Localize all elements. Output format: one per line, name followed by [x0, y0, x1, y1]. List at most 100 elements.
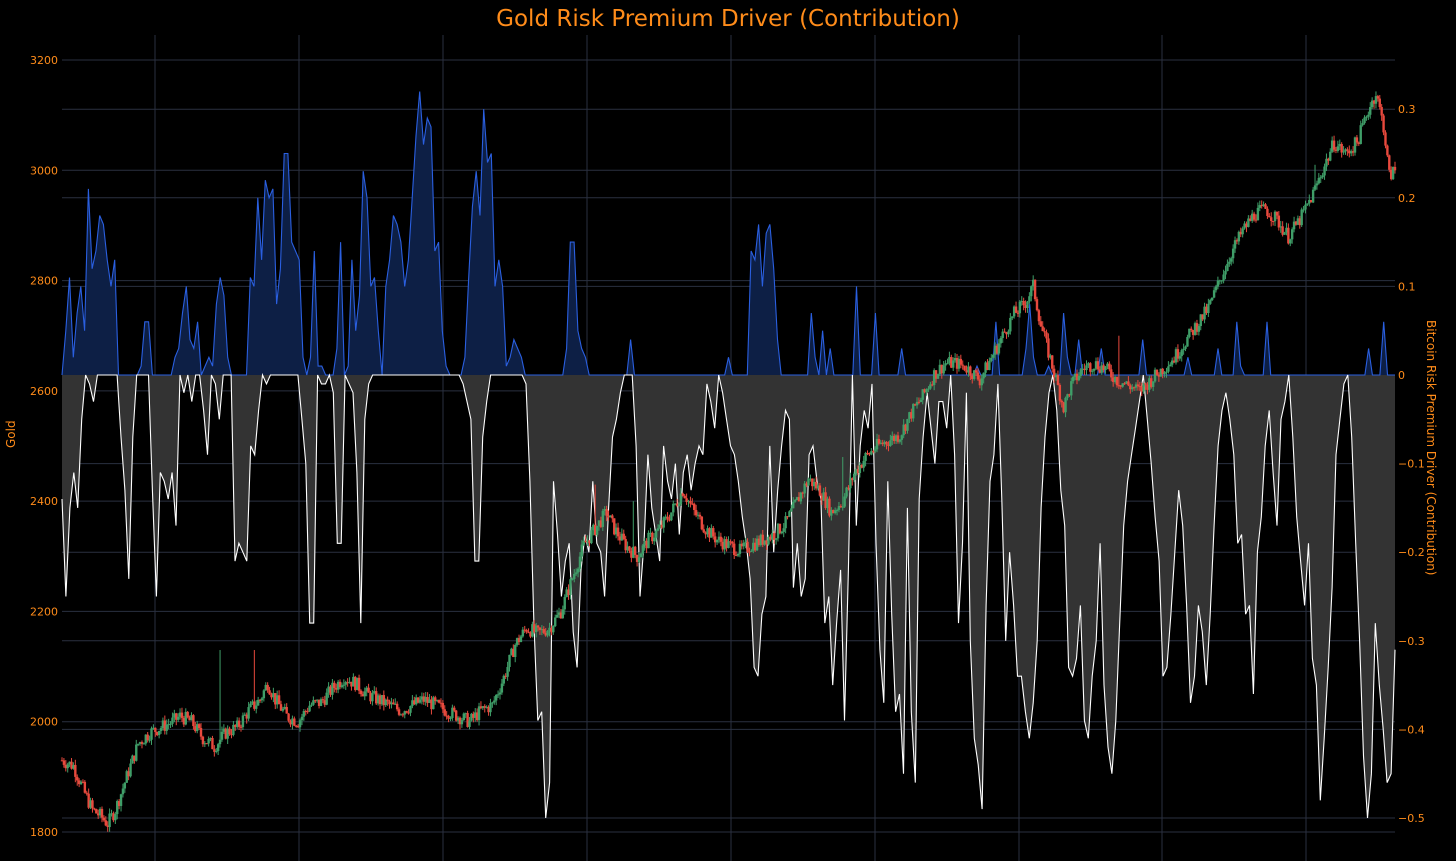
candle-body: [1085, 365, 1088, 371]
candle-body: [1182, 348, 1185, 351]
candle-body: [226, 728, 229, 739]
candle-body: [841, 506, 844, 508]
candle-body: [651, 532, 654, 542]
candle-body: [738, 543, 742, 554]
candle-body: [293, 718, 296, 726]
candle-body: [673, 503, 677, 505]
candle-body: [1005, 332, 1008, 335]
candle-body: [647, 532, 650, 549]
candle-body: [1389, 169, 1393, 180]
candle-body: [828, 498, 831, 516]
candle-body: [656, 528, 660, 531]
candle-body: [1150, 378, 1153, 387]
candle-body: [552, 626, 555, 633]
candle-body: [1336, 146, 1340, 151]
candle-body: [367, 687, 370, 693]
candle-body: [936, 374, 940, 379]
candle-body: [1191, 330, 1195, 335]
candle-body: [384, 699, 387, 706]
candle-body: [504, 675, 507, 677]
candle-body: [885, 441, 888, 445]
candle-body: [1207, 303, 1210, 313]
candle-body: [761, 534, 764, 545]
candle-body: [1159, 368, 1162, 377]
candle-body: [1321, 175, 1324, 178]
candle-body: [1344, 149, 1347, 152]
candle-body: [624, 539, 627, 551]
candle-body: [306, 711, 309, 713]
candle-body: [925, 389, 928, 393]
candle-body: [394, 703, 397, 705]
y-left-tick-label: 2400: [30, 495, 58, 508]
candle-body: [466, 713, 469, 727]
candle-body: [1372, 100, 1376, 104]
candle-body: [748, 551, 751, 553]
candle-body: [447, 715, 450, 719]
candle-body: [1184, 346, 1187, 349]
candle-body: [641, 545, 645, 554]
candle-body: [681, 493, 684, 496]
candle-body: [201, 736, 205, 745]
candle-body: [1047, 338, 1050, 358]
candle-body: [628, 546, 631, 551]
candle-body: [157, 730, 161, 736]
candle-body: [1386, 145, 1389, 156]
candle-body: [76, 776, 79, 781]
candle-body: [932, 370, 936, 386]
candle-body: [660, 524, 664, 528]
candle-body: [605, 509, 608, 516]
candle-body: [698, 514, 702, 517]
candle-body: [287, 713, 290, 721]
candle-body: [483, 706, 486, 708]
candle-body: [995, 345, 999, 354]
candle-body: [1302, 209, 1305, 211]
candle-body: [955, 357, 959, 369]
candle-body: [788, 511, 791, 517]
candle-body: [462, 713, 466, 721]
candle-body: [746, 541, 749, 552]
candle-body: [809, 478, 812, 480]
candle-body: [312, 700, 315, 705]
candle-body: [283, 707, 287, 709]
candle-body: [1388, 155, 1391, 170]
candle-body: [934, 370, 938, 379]
candle-body: [1071, 376, 1075, 382]
candle-body: [910, 412, 913, 419]
candle-body: [561, 609, 565, 619]
candle-body: [845, 487, 848, 497]
candle-body: [594, 524, 597, 535]
candle-body: [599, 520, 603, 527]
candle-body: [510, 648, 513, 655]
candle-body: [814, 481, 818, 489]
candle-body: [472, 713, 475, 718]
candle-body: [491, 702, 494, 704]
candle-body: [460, 720, 464, 725]
candle-body: [146, 734, 149, 741]
candle-body: [1359, 125, 1362, 144]
candle-body: [62, 760, 66, 765]
candle-body: [79, 781, 83, 785]
candle-body: [302, 710, 306, 717]
candle-body: [801, 492, 804, 494]
candle-body: [929, 384, 932, 389]
candle-body: [487, 706, 490, 713]
candle-body: [689, 500, 692, 504]
candle-body: [664, 516, 667, 518]
candle-body: [182, 717, 186, 725]
candle-body: [395, 703, 399, 710]
candle-body: [247, 707, 250, 719]
candle-body: [296, 725, 300, 728]
candle-body: [1266, 208, 1269, 216]
candle-body: [904, 424, 907, 431]
candle-body: [350, 681, 353, 687]
candle-body: [715, 539, 719, 543]
candle-body: [239, 726, 243, 728]
candle-body: [729, 541, 732, 543]
candle-body: [675, 503, 679, 506]
candle-body: [264, 684, 267, 691]
candle-body: [506, 667, 509, 677]
candle-body: [502, 675, 505, 684]
candle-body: [658, 524, 662, 529]
candle-body: [186, 711, 189, 718]
candle-body: [1180, 350, 1183, 357]
